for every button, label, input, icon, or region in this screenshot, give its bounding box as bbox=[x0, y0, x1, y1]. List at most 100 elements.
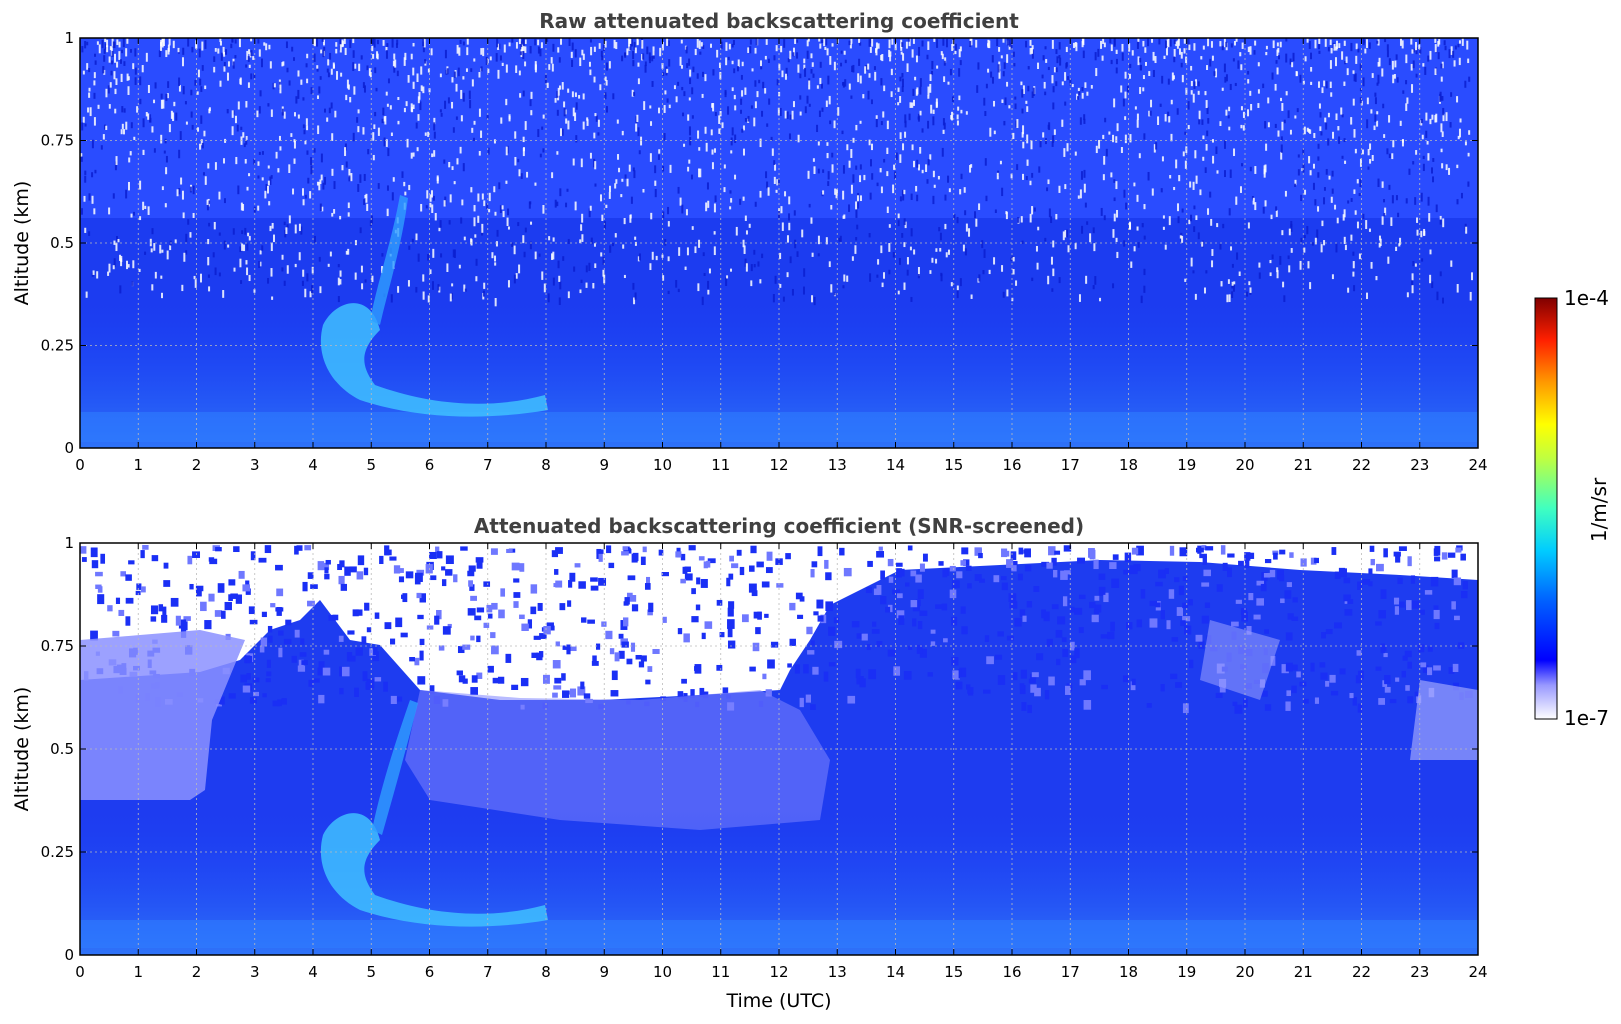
noise-speck bbox=[1094, 52, 1097, 61]
noise-speck bbox=[837, 107, 840, 116]
noise-speck bbox=[1195, 547, 1204, 553]
noise-speck bbox=[919, 610, 928, 617]
noise-speck bbox=[1166, 39, 1169, 47]
noise-speck bbox=[374, 67, 377, 74]
noise-speck bbox=[878, 546, 883, 551]
noise-speck bbox=[1366, 97, 1369, 105]
noise-speck bbox=[1383, 212, 1386, 217]
noise-speck bbox=[1248, 552, 1255, 559]
noise-speck bbox=[347, 212, 350, 217]
noise-speck bbox=[248, 49, 251, 55]
noise-speck bbox=[165, 93, 168, 101]
noise-speck bbox=[786, 235, 789, 243]
noise-speck bbox=[727, 56, 730, 61]
noise-speck bbox=[218, 191, 221, 200]
noise-speck bbox=[426, 190, 429, 199]
noise-speck bbox=[471, 79, 474, 87]
noise-speck bbox=[862, 94, 865, 99]
noise-speck bbox=[595, 115, 598, 122]
noise-speck bbox=[691, 226, 694, 230]
noise-speck bbox=[969, 40, 972, 48]
noise-speck bbox=[1136, 41, 1139, 49]
noise-speck bbox=[246, 186, 249, 191]
noise-speck bbox=[227, 244, 230, 248]
noise-speck bbox=[423, 39, 426, 48]
noise-speck bbox=[888, 243, 891, 252]
noise-speck bbox=[91, 139, 94, 149]
x-tick-label: 7 bbox=[483, 963, 493, 981]
noise-speck bbox=[632, 50, 635, 60]
noise-speck bbox=[462, 644, 471, 650]
noise-speck bbox=[208, 222, 211, 227]
noise-speck bbox=[720, 41, 723, 49]
noise-speck bbox=[1038, 166, 1041, 173]
noise-speck bbox=[988, 40, 991, 49]
noise-speck bbox=[750, 105, 753, 109]
noise-speck bbox=[1228, 294, 1231, 303]
noise-speck bbox=[556, 91, 559, 98]
noise-speck bbox=[875, 42, 878, 50]
noise-speck bbox=[1240, 106, 1243, 111]
noise-speck bbox=[1308, 128, 1311, 133]
noise-speck bbox=[877, 43, 880, 49]
x-tick-label: 2 bbox=[192, 963, 202, 981]
noise-speck bbox=[162, 606, 167, 617]
noise-speck bbox=[678, 247, 681, 256]
noise-speck bbox=[1449, 122, 1452, 128]
noise-speck bbox=[456, 158, 459, 165]
noise-speck bbox=[239, 246, 242, 253]
noise-speck bbox=[1110, 44, 1113, 52]
noise-speck bbox=[1313, 132, 1316, 139]
noise-speck bbox=[1410, 63, 1413, 71]
noise-speck bbox=[1468, 130, 1471, 135]
noise-speck bbox=[1377, 74, 1380, 84]
noise-speck bbox=[288, 164, 291, 174]
noise-speck bbox=[409, 657, 415, 662]
noise-speck bbox=[245, 260, 248, 265]
noise-speck bbox=[810, 69, 813, 74]
noise-speck bbox=[490, 632, 496, 639]
noise-speck bbox=[777, 107, 780, 116]
noise-speck bbox=[522, 235, 525, 244]
noise-speck bbox=[813, 166, 816, 175]
noise-speck bbox=[1341, 51, 1344, 60]
noise-speck bbox=[628, 38, 631, 47]
noise-speck bbox=[393, 66, 396, 73]
noise-speck bbox=[542, 205, 545, 214]
noise-speck bbox=[611, 670, 618, 681]
noise-speck bbox=[460, 115, 463, 122]
noise-speck bbox=[165, 50, 168, 58]
noise-speck bbox=[1192, 93, 1195, 103]
noise-speck bbox=[1031, 672, 1039, 678]
noise-speck bbox=[714, 111, 717, 117]
noise-speck bbox=[594, 183, 597, 187]
noise-speck bbox=[272, 700, 280, 707]
noise-speck bbox=[1057, 616, 1066, 625]
noise-speck bbox=[515, 42, 518, 49]
noise-speck bbox=[462, 163, 465, 172]
noise-speck bbox=[991, 76, 994, 84]
noise-speck bbox=[568, 38, 571, 47]
noise-speck bbox=[181, 57, 184, 67]
noise-speck bbox=[706, 560, 711, 568]
noise-speck bbox=[1336, 217, 1339, 224]
noise-speck bbox=[252, 691, 260, 697]
noise-speck bbox=[1226, 294, 1229, 303]
noise-speck bbox=[332, 614, 339, 621]
noise-speck bbox=[1001, 187, 1004, 197]
noise-speck bbox=[285, 41, 288, 49]
noise-speck bbox=[825, 100, 828, 107]
noise-speck bbox=[256, 110, 259, 118]
noise-speck bbox=[507, 226, 510, 230]
noise-speck bbox=[1089, 233, 1092, 243]
noise-speck bbox=[993, 100, 996, 107]
noise-speck bbox=[662, 616, 667, 623]
noise-speck bbox=[917, 164, 920, 171]
noise-speck bbox=[977, 62, 980, 70]
noise-speck bbox=[1105, 148, 1108, 157]
noise-speck bbox=[1303, 698, 1309, 704]
noise-speck bbox=[511, 562, 520, 571]
noise-speck bbox=[788, 196, 791, 205]
noise-speck bbox=[1027, 704, 1033, 714]
noise-speck bbox=[567, 600, 572, 607]
